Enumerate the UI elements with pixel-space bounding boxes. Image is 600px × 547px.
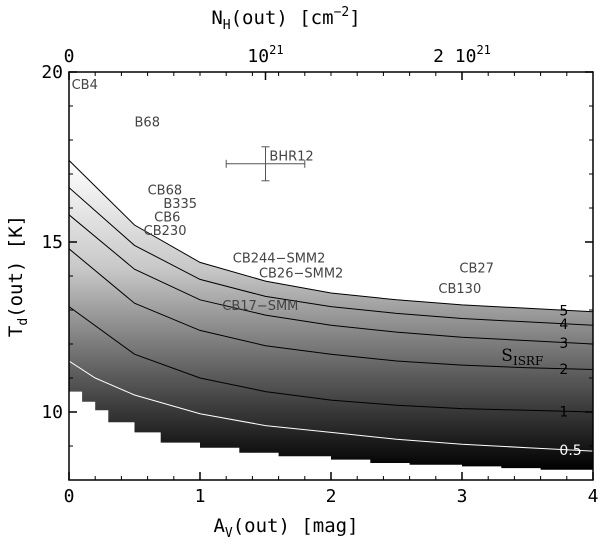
source-label: CB68 xyxy=(148,183,183,198)
contour-label-4: 4 xyxy=(559,317,568,333)
contour-line-1 xyxy=(69,306,593,413)
contour-line-4 xyxy=(69,187,593,326)
contour-line-2 xyxy=(69,248,593,370)
top-tick-label: 0 xyxy=(64,46,75,67)
x-tick-label: 2 xyxy=(326,486,337,507)
source-labels: CB4B68BHR12CB68B335CB6CB230CB244−SMM2CB2… xyxy=(72,78,494,314)
sisrf-label: SISRF xyxy=(501,346,543,368)
x-tick-label: 0 xyxy=(64,486,75,507)
source-label: CB6 xyxy=(154,211,180,226)
top-tick-label: 2 1021 xyxy=(433,43,491,67)
source-label: CB26−SMM2 xyxy=(259,267,343,282)
contour-label-0_5: 0.5 xyxy=(559,443,581,459)
contour-line-0_5 xyxy=(69,360,593,452)
contour-label-2: 2 xyxy=(559,362,568,378)
source-label: CB230 xyxy=(144,224,187,239)
contour-labels: 54 3 2 1 0.5 xyxy=(559,303,581,458)
source-label: B335 xyxy=(163,197,197,212)
x-tick-label: 3 xyxy=(457,486,468,507)
source-label: CB244−SMM2 xyxy=(233,251,326,266)
shaded-region xyxy=(69,160,593,470)
x-axis-title: AV(out) [mag] xyxy=(213,515,358,541)
top-tick-label: 1021 xyxy=(247,43,283,67)
contour-label-5: 5 xyxy=(559,303,568,319)
source-label: CB130 xyxy=(438,282,481,297)
contour-line-3 xyxy=(69,214,593,345)
errorbar-group xyxy=(225,146,306,182)
y-tick-label: 15 xyxy=(41,232,63,253)
y-tick-label: 20 xyxy=(41,62,63,83)
source-label: CB17−SMM xyxy=(222,299,298,314)
source-label: CB27 xyxy=(459,262,494,277)
x-tick-label: 1 xyxy=(195,486,206,507)
source-label: BHR12 xyxy=(269,149,313,164)
contour-lines xyxy=(69,160,593,452)
x-tick-label: 4 xyxy=(588,486,599,507)
contour-label-1: 1 xyxy=(559,404,568,420)
plot-area xyxy=(69,160,593,470)
top-axis-title: NH(out) [cm−2] xyxy=(211,5,360,33)
contour-label-3: 3 xyxy=(559,336,568,352)
y-axis-title: Td(out) [K] xyxy=(5,215,31,337)
source-label: CB4 xyxy=(72,78,98,93)
contour-line-5 xyxy=(69,160,593,313)
y-tick-label: 10 xyxy=(41,402,63,423)
source-label: B68 xyxy=(135,115,160,130)
